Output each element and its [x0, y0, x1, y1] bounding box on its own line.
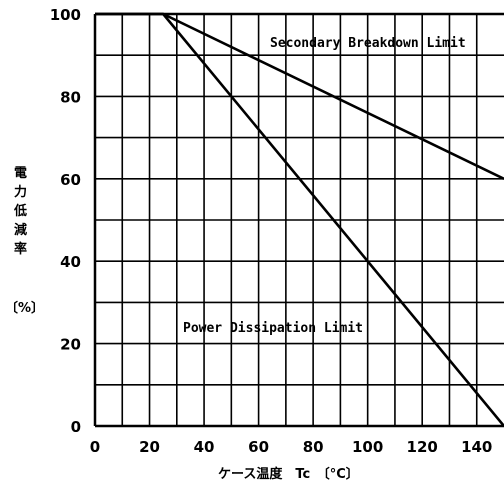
grid-lines	[95, 14, 504, 426]
x-tick-labels: 0 20 40 60 80 100 120 140	[90, 438, 493, 456]
x-tick-label: 100	[352, 438, 383, 456]
x-tick-label: 120	[407, 438, 438, 456]
y-axis-label: 電 力 低 減 率 〔%〕	[5, 166, 44, 316]
series-label-power-dissipation: Power Dissipation Limit	[183, 321, 363, 336]
y-axis-label-char: 率	[14, 241, 27, 257]
y-tick-label: 40	[60, 253, 81, 271]
x-tick-label: 0	[90, 438, 100, 456]
series-label-secondary-breakdown: Secondary Breakdown Limit	[270, 36, 466, 51]
y-tick-label: 80	[60, 88, 81, 106]
x-tick-label: 20	[139, 438, 160, 456]
x-tick-label: 60	[248, 438, 269, 456]
axes	[93, 12, 504, 428]
x-tick-label: 80	[303, 438, 324, 456]
y-axis-label-char: 減	[14, 222, 27, 238]
y-axis-unit: 〔%〕	[5, 300, 44, 316]
y-tick-labels: 0 20 40 60 80 100	[50, 6, 81, 436]
x-tick-label: 40	[194, 438, 215, 456]
y-tick-label: 60	[60, 171, 81, 189]
y-tick-label: 100	[50, 6, 81, 24]
y-tick-label: 20	[60, 336, 81, 354]
y-axis-label-char: 電	[14, 166, 27, 181]
y-axis-label-char: 低	[13, 203, 27, 219]
y-axis-label-char: 力	[14, 184, 27, 200]
x-tick-label: 140	[461, 438, 492, 456]
x-axis-label: ケース温度 Tc 〔°C〕	[218, 466, 359, 482]
y-tick-label: 0	[71, 418, 81, 436]
